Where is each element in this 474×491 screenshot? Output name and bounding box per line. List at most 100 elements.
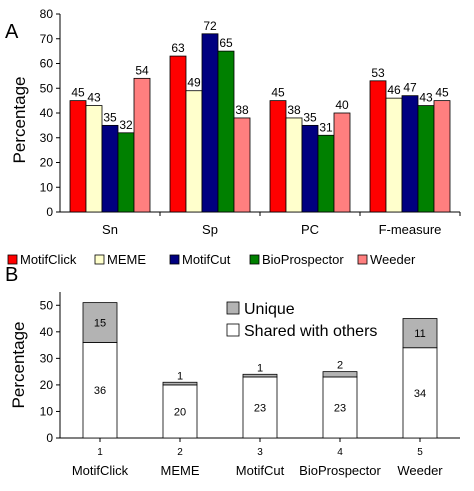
x-number-label: 1	[97, 447, 103, 458]
legend-swatch-motifclick	[7, 254, 18, 265]
data-label: 38	[235, 103, 249, 117]
bar-motifclick	[269, 100, 287, 213]
panel-a-legend: MotifClick MEME MotifCut BioProspector Weede…	[7, 252, 416, 267]
data-label: 40	[335, 98, 349, 112]
bar-segment-unique	[322, 371, 358, 378]
data-label: 23	[254, 402, 266, 414]
legend-label-motifcut: MotifCut	[182, 252, 231, 267]
data-label: 2	[337, 360, 343, 372]
bar-meme	[385, 97, 403, 213]
data-label: 65	[219, 36, 233, 50]
data-label: 45	[435, 86, 449, 100]
legend-swatch	[226, 323, 240, 337]
bar-weeder	[433, 100, 451, 213]
y-tick-label: 70	[40, 32, 54, 46]
data-label: 11	[414, 328, 425, 340]
panel-b: B Percentage 0 10 20 30 40 50 1 MotifClick 2 MEME…	[5, 264, 460, 478]
legend-label-bioprospector: BioProspector	[262, 252, 344, 267]
x-tick-label: PC	[301, 222, 319, 237]
y-tick-label: 40	[40, 106, 54, 120]
bar-segment-unique	[162, 381, 198, 386]
panel-a-ylabel: Percentage	[10, 77, 29, 164]
panel-a-bars	[69, 33, 451, 213]
legend-swatch	[226, 301, 240, 315]
data-label: 35	[103, 110, 117, 124]
bar-motifcut	[401, 95, 419, 213]
x-tick-label: Sp	[202, 222, 218, 237]
data-label: 43	[419, 91, 433, 105]
legend-label-weeder: Weeder	[370, 252, 416, 267]
y-tick-label: 60	[40, 57, 54, 71]
panel-b-axes: 0 10 20 30 40 50 1 MotifClick 2 MEME 3 MotifCut 4 Bio…	[40, 292, 460, 478]
data-label: 45	[271, 86, 285, 100]
y-tick-label: 40	[40, 325, 54, 339]
bar-bioprospector	[217, 50, 235, 213]
data-label: 38	[287, 103, 301, 117]
data-label: 32	[119, 118, 133, 132]
bar-segment-shared	[322, 376, 358, 439]
panel-b-label: B	[5, 264, 18, 286]
bar-meme	[185, 90, 203, 213]
bar-weeder	[333, 112, 351, 213]
bar-motifcut	[201, 33, 219, 213]
data-label: 54	[135, 63, 149, 77]
bar-motifclick	[369, 80, 387, 213]
legend-label-meme: MEME	[107, 252, 146, 267]
bar-weeder	[133, 77, 151, 213]
panel-a: A Percentage 0 10 20 30 40 50 60 70 80 Sn Sp PC F-me…	[5, 7, 461, 267]
data-label: 36	[94, 385, 106, 397]
data-label: 35	[303, 110, 317, 124]
y-tick-label: 0	[46, 205, 53, 219]
x-tick-label: Weeder	[397, 463, 443, 478]
y-tick-label: 50	[40, 298, 54, 312]
y-tick-label: 30	[40, 351, 54, 365]
x-number-label: 5	[417, 447, 423, 458]
bar-segment-unique	[242, 373, 278, 378]
data-label: 63	[171, 41, 185, 55]
data-label: 15	[94, 318, 106, 330]
bar-segment-shared	[402, 347, 438, 439]
data-label: 45	[71, 86, 85, 100]
data-label: 53	[371, 66, 385, 80]
data-label: 49	[187, 76, 201, 90]
panel-a-axes: 0 10 20 30 40 50 60 70 80 Sn Sp PC F-measure	[40, 7, 461, 237]
data-label: 72	[203, 19, 217, 33]
x-number-label: 4	[337, 447, 343, 458]
legend-label: Unique	[244, 301, 295, 318]
x-tick-label: MotifCut	[236, 463, 285, 478]
y-tick-label: 80	[40, 7, 54, 21]
legend-label-motifclick: MotifClick	[20, 252, 77, 267]
bar-bioprospector	[117, 132, 135, 213]
x-tick-label: F-measure	[379, 222, 442, 237]
data-label: 1	[177, 370, 183, 382]
data-label: 47	[403, 81, 417, 95]
bar-motifclick	[69, 100, 87, 213]
y-tick-label: 0	[46, 431, 53, 445]
bar-bioprospector	[317, 134, 335, 213]
panel-b-legend: Unique Shared with others	[226, 301, 377, 340]
data-label: 31	[319, 120, 333, 134]
x-tick-label: MotifClick	[72, 463, 129, 478]
legend-swatch-weeder	[357, 254, 368, 265]
legend-swatch-motifcut	[169, 254, 180, 265]
legend-label: Shared with others	[244, 323, 377, 340]
x-number-label: 3	[257, 447, 263, 458]
bar-segment-shared	[82, 342, 118, 439]
data-label: 20	[174, 406, 186, 418]
y-tick-label: 10	[40, 404, 54, 418]
data-label: 34	[414, 388, 426, 400]
data-label: 46	[387, 83, 401, 97]
bar-motifclick	[169, 55, 187, 213]
data-label: 23	[334, 402, 346, 414]
panel-b-bars: 36 15 20 1 23 1 23 2 34 11	[82, 302, 438, 439]
y-tick-label: 20	[40, 156, 54, 170]
x-number-label: 2	[177, 447, 183, 458]
bar-motifcut	[101, 124, 119, 213]
y-tick-label: 20	[40, 378, 54, 392]
bar-segment-unique	[82, 302, 118, 343]
bar-meme	[85, 105, 103, 213]
x-tick-label: Sn	[102, 222, 118, 237]
data-label: 43	[87, 91, 101, 105]
